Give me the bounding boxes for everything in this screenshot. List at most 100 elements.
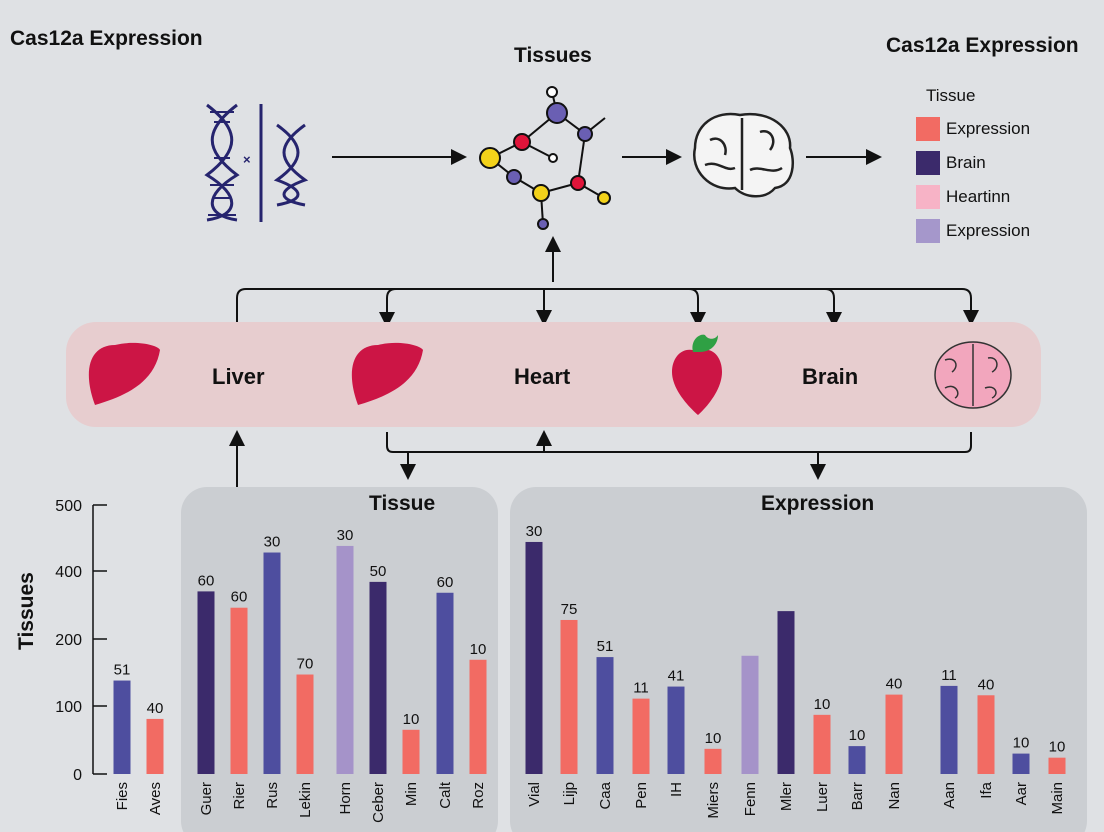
bar-nan — [885, 694, 903, 774]
bar-aves — [146, 718, 164, 774]
data-label: 10 — [1013, 735, 1030, 752]
cross-icon: × — [243, 152, 251, 167]
x-tick-label: Min — [403, 782, 420, 806]
data-label: 50 — [370, 563, 387, 580]
bar-miers — [704, 748, 722, 774]
bar-vial — [525, 541, 543, 774]
y-tick-label: 100 — [55, 699, 82, 716]
x-tick-label: Lekin — [297, 782, 314, 818]
organ-band — [66, 322, 1041, 427]
legend-label: Heartinn — [946, 187, 1011, 206]
dna-icon — [204, 103, 309, 222]
bar-main — [1048, 757, 1066, 774]
x-tick-label: Aar — [1013, 782, 1030, 805]
legend-item: Expression — [916, 112, 1030, 146]
bar-aar — [1012, 753, 1030, 774]
legend-item: Brain — [916, 146, 1030, 180]
legend-label: Expression — [946, 119, 1031, 138]
liver-icon — [88, 342, 160, 405]
x-tick-label: Roz — [470, 782, 487, 809]
center-title: Tissues — [514, 44, 592, 67]
x-tick-label: Main — [1049, 782, 1066, 815]
bar-calt — [436, 592, 454, 774]
data-label: 70 — [297, 656, 314, 673]
x-tick-label: Fies — [114, 782, 131, 810]
y-tick-label: 200 — [55, 632, 82, 649]
data-label: 41 — [668, 668, 685, 685]
bar-ceber — [369, 581, 387, 774]
bar-rier — [230, 607, 248, 774]
legend-title: Tissue — [926, 86, 976, 105]
x-tick-label: Pen — [633, 782, 650, 809]
bar-lijp — [560, 619, 578, 774]
legend-swatch — [916, 117, 940, 141]
data-label: 51 — [114, 662, 131, 679]
liver-icon — [351, 342, 423, 405]
x-tick-label: Nan — [886, 782, 903, 810]
data-label: 40 — [886, 676, 903, 693]
x-tick-label: Luer — [814, 782, 831, 812]
organ-label-heart: Heart — [514, 364, 571, 389]
y-tick-label: 500 — [55, 498, 82, 515]
bar-fies — [113, 680, 131, 774]
molecule-icon — [479, 86, 611, 230]
data-label: 40 — [978, 676, 995, 693]
x-tick-label: Mler — [778, 782, 795, 811]
x-tick-label: Vial — [526, 782, 543, 807]
data-label: 40 — [147, 700, 164, 717]
legend-label: Expression — [946, 221, 1031, 240]
bar-lekin — [296, 674, 314, 774]
data-label: 11 — [633, 680, 649, 697]
bar-guer — [197, 591, 215, 774]
pink-brain-icon — [934, 341, 1012, 409]
bar-fenn — [741, 655, 759, 774]
bar-roz — [469, 659, 487, 774]
data-label: 75 — [561, 601, 578, 618]
legend-label: Brain — [946, 153, 986, 172]
bar-min — [402, 729, 420, 774]
organ-label-brain: Brain — [802, 364, 859, 389]
x-tick-label: IH — [668, 782, 685, 797]
bar-pen — [632, 698, 650, 774]
data-label: 10 — [814, 696, 831, 713]
panel-title-expression: Expression — [761, 492, 875, 515]
legend-swatch — [916, 151, 940, 175]
bar-ifa — [977, 695, 995, 774]
bar-ih — [667, 686, 685, 774]
bar-mler — [777, 611, 795, 774]
x-tick-label: Aves — [147, 782, 164, 815]
data-label: 10 — [403, 711, 420, 728]
bar-aan — [940, 685, 958, 774]
panel-title-tissue: Tissue — [369, 492, 436, 515]
legend-swatch — [916, 219, 940, 243]
x-tick-label: Miers — [705, 782, 722, 819]
bar-barr — [848, 746, 866, 774]
data-label: 11 — [941, 667, 957, 684]
bar-horn — [336, 545, 354, 774]
legend-item: Expression — [916, 214, 1030, 248]
x-tick-label: Aan — [941, 782, 958, 809]
data-label: 10 — [705, 730, 722, 747]
bar-caa — [596, 657, 614, 774]
x-tick-label: Barr — [849, 782, 866, 810]
heart-icon — [672, 334, 722, 415]
bar-rus — [263, 552, 281, 774]
x-tick-label: Guer — [198, 782, 215, 815]
x-tick-label: Rier — [231, 782, 248, 810]
data-label: 51 — [597, 638, 614, 655]
x-tick-label: Horn — [337, 782, 354, 815]
y-tick-label: 400 — [55, 564, 82, 581]
data-label: 60 — [437, 574, 454, 591]
data-label: 30 — [526, 523, 543, 540]
legend-item: Heartinn — [916, 180, 1030, 214]
data-label: 10 — [470, 641, 487, 658]
organ-label-liver: Liver — [212, 364, 265, 389]
x-tick-label: Ifa — [978, 781, 995, 798]
x-tick-label: Rus — [264, 782, 281, 809]
x-tick-label: Lijp — [561, 782, 578, 805]
data-label: 30 — [264, 534, 281, 551]
legend: Tissue Expression Brain Heartinn Express… — [916, 86, 1030, 248]
left-title: Cas12a Expression — [10, 27, 203, 50]
